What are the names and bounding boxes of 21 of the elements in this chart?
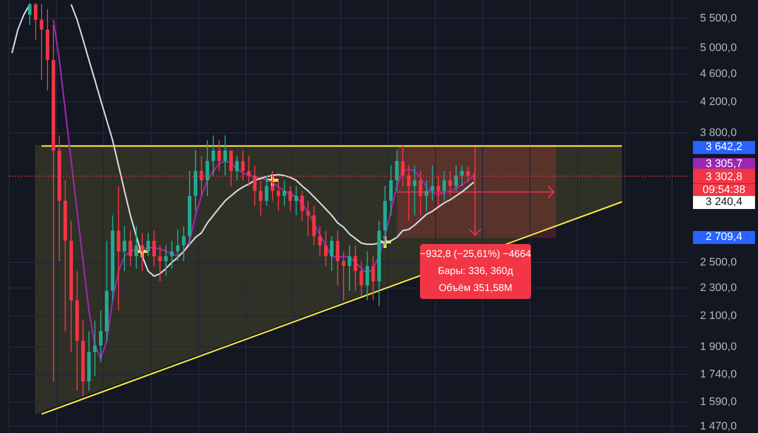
y-tick-label: 1 470,0: [700, 420, 737, 432]
y-tick-label: 2 500,0: [700, 256, 737, 268]
y-tick-label: 1 900,0: [700, 341, 737, 354]
text: 2 709,4: [693, 231, 755, 244]
annotation: Объём 351,58M: [438, 282, 514, 296]
text: 3 642,2: [693, 141, 755, 154]
annotation: −932,8 (−25,61%) −4664: [420, 248, 531, 262]
y-tick-label: 1 590,0: [700, 396, 737, 408]
y-tick-label: 3 800,0: [700, 126, 737, 139]
ref-line-label: 3 302,8: [706, 170, 742, 183]
y-tick-label: 2 300,0: [700, 282, 737, 294]
y-tick-label: 2 100,0: [700, 310, 737, 322]
annotation: Бары: 336, 360д: [436, 265, 514, 279]
y-tick-label: 4 600,0: [700, 68, 737, 80]
text: 09:54:38: [693, 184, 755, 197]
y-tick-label: 5 000,0: [700, 42, 737, 54]
text: 3 240,4: [693, 196, 755, 209]
text: 3 305,7: [693, 158, 755, 171]
y-tick-label: 5 500,0: [700, 12, 737, 25]
y-tick-label: 4 200,0: [700, 96, 737, 108]
y-tick-label: 1 740,0: [700, 368, 737, 380]
